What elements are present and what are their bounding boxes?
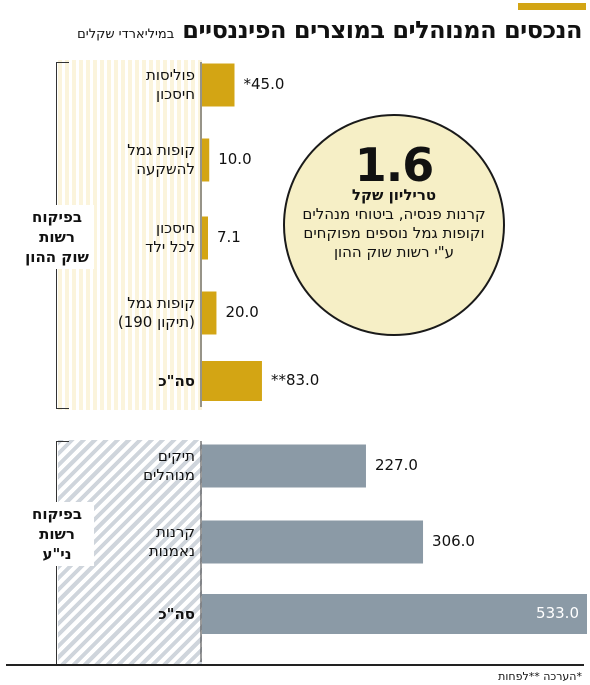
- data-label: *45.0: [243, 75, 285, 93]
- subtitle-text: במיליארדי שקלים: [77, 27, 175, 42]
- footer-rule: [6, 664, 584, 666]
- bar: [202, 361, 262, 401]
- bar: [202, 291, 217, 335]
- data-label: 227.0: [374, 456, 418, 474]
- category-label-line: להשקעה: [136, 160, 195, 178]
- category-label: חיסכון לכל ילד: [145, 219, 195, 257]
- category-label-line: חיסכון: [156, 219, 195, 237]
- group-label-line: שוק ההון: [25, 248, 89, 266]
- bar: [202, 63, 235, 107]
- bar: [202, 216, 208, 260]
- bar: [202, 520, 424, 564]
- category-label-line: סה"כ: [158, 371, 195, 390]
- category-label-line: סה"כ: [158, 604, 195, 623]
- callout-highlight: טריליון שקל: [351, 186, 437, 204]
- callout-value: 1.6: [354, 138, 435, 192]
- category-label-line: פוליסות: [145, 66, 195, 84]
- securities-group-label: בפיקוח רשות ני"ע: [20, 502, 94, 566]
- category-label-line: לכל ילד: [145, 238, 195, 256]
- capital-market-group-label: בפיקוח רשות שוק ההון: [20, 205, 94, 269]
- category-label: קופות גמל (תיקון 190): [118, 294, 195, 332]
- category-label-line: קופות גמל: [127, 141, 195, 159]
- group-label-line: בפיקוח: [32, 208, 82, 226]
- data-label: 306.0: [432, 532, 475, 550]
- group-label-line: רשות: [39, 525, 75, 543]
- category-label-line: חיסכון: [156, 85, 195, 103]
- data-label: 20.0: [225, 303, 259, 321]
- category-label: סה"כ: [158, 605, 195, 624]
- category-label-line: תיקים: [157, 447, 195, 465]
- category-label-line: מנוהלים: [143, 466, 195, 484]
- accent-bar: [518, 3, 586, 10]
- callout-body: קרנות פנסיה, ביטוחי מנהלים וקופות גמל נו…: [302, 205, 486, 261]
- category-label: קרנות נאמנות: [149, 523, 195, 561]
- category-label: פוליסות חיסכון: [146, 66, 195, 104]
- bar: [202, 138, 210, 182]
- group-label-line: בפיקוח: [32, 505, 82, 523]
- category-label-line: נאמנות: [148, 542, 195, 560]
- category-label: קופות גמל להשקעה: [127, 141, 195, 179]
- bar: [202, 594, 587, 634]
- data-label: 533.0: [536, 604, 579, 622]
- category-label-line: קרנות: [155, 523, 195, 541]
- chart-title: הנכסים המנוהלים במוצרים הפיננסיים במיליאר…: [77, 16, 582, 44]
- callout-text: טריליון שקל קרנות פנסיה, ביטוחי מנהלים ו…: [300, 186, 488, 262]
- group-label-line: ני"ע: [42, 545, 72, 563]
- data-label: **83.0: [270, 371, 320, 389]
- footnote: *הערכה **לפחות: [498, 670, 582, 683]
- title-text: הנכסים המנוהלים במוצרים הפיננסיים: [182, 16, 582, 44]
- category-label: תיקים מנוהלים: [143, 447, 195, 485]
- bar: [202, 444, 366, 488]
- group-label-line: רשות: [39, 228, 75, 246]
- callout-circle: [283, 114, 505, 336]
- category-label: סה"כ: [158, 372, 195, 391]
- category-label-line: (תיקון 190): [117, 313, 195, 331]
- data-label: 7.1: [217, 228, 241, 246]
- data-label: 10.0: [218, 150, 252, 168]
- category-label-line: קופות גמל: [127, 294, 195, 312]
